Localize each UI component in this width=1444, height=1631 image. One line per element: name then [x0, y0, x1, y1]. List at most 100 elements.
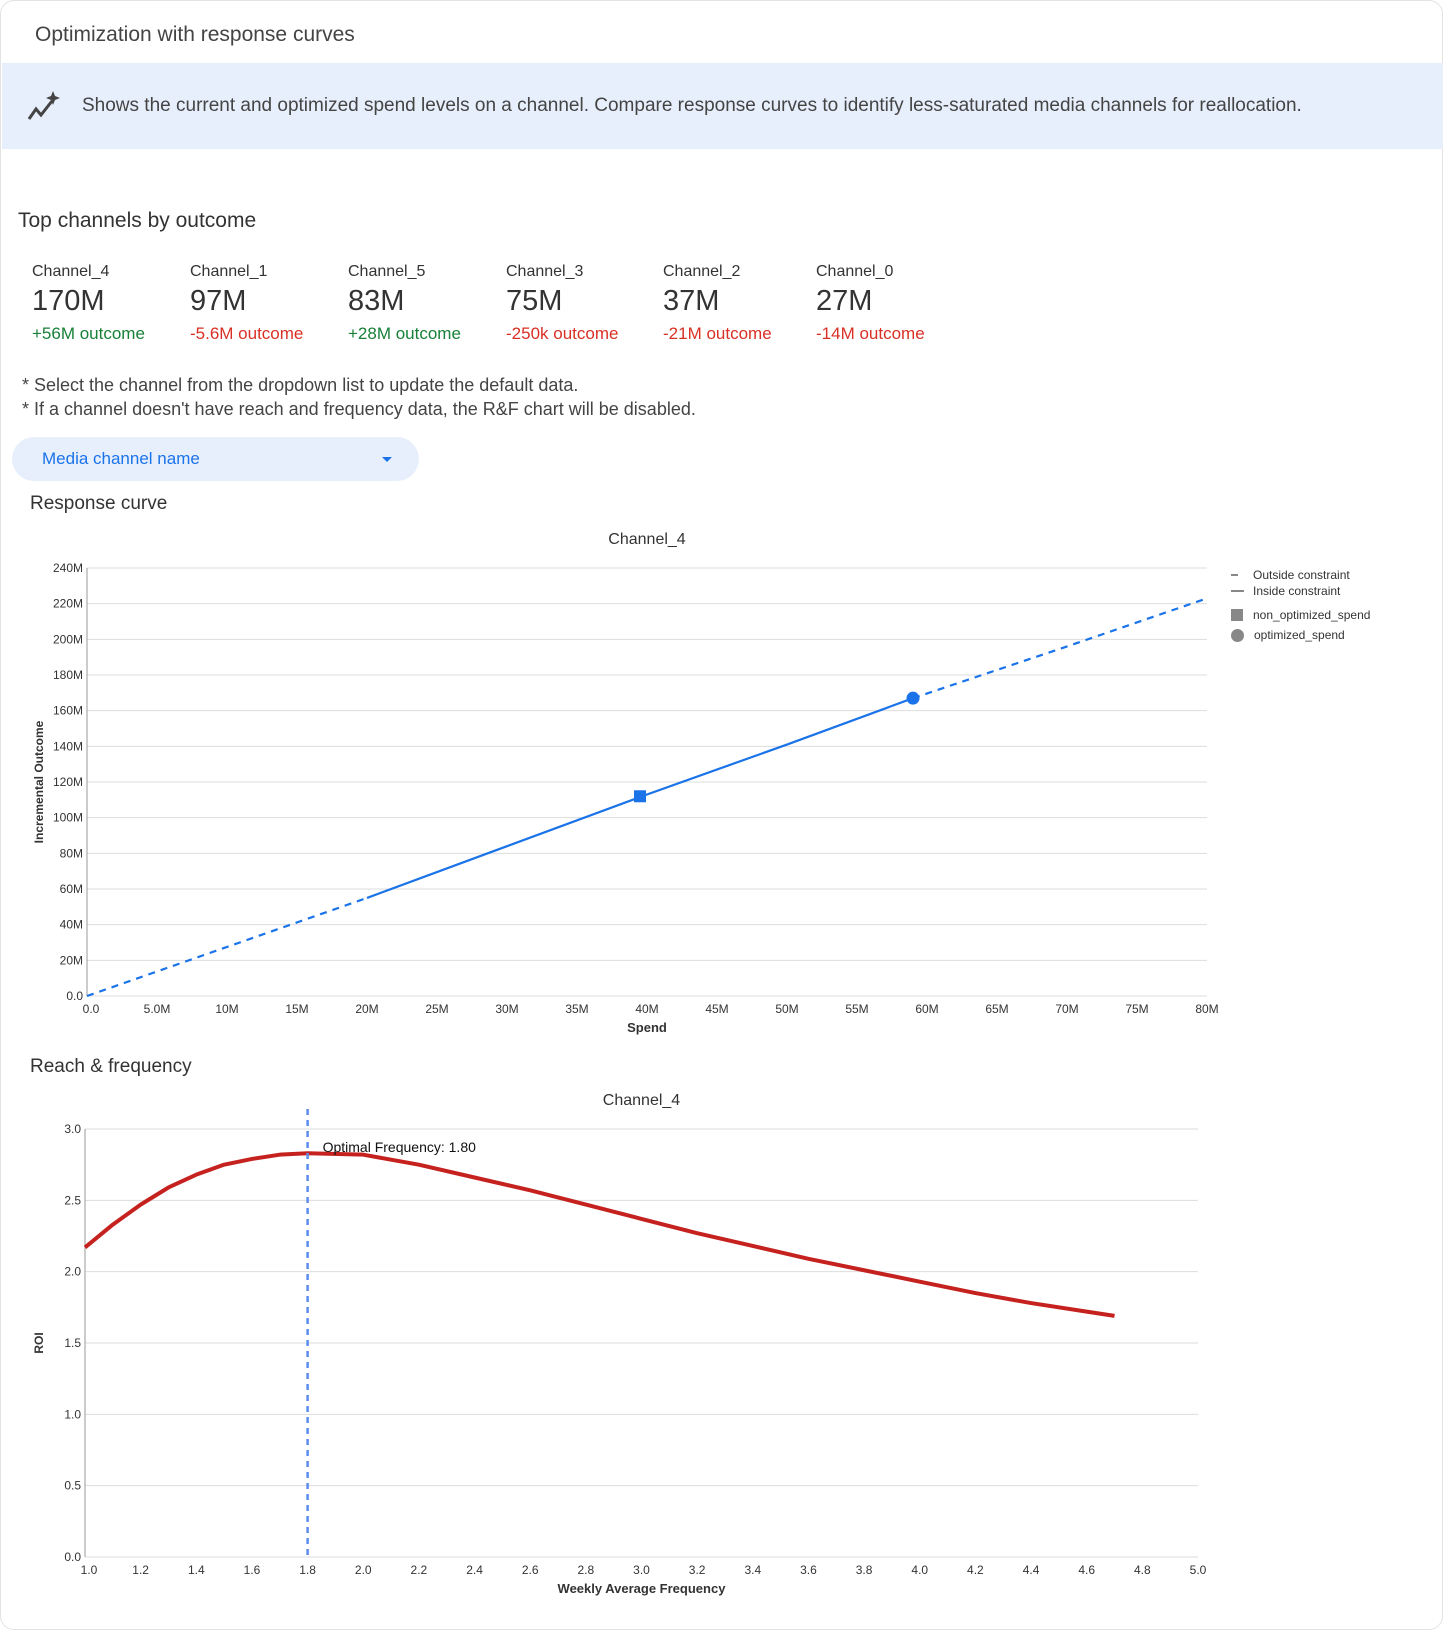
x-tick-label: 4.0 [911, 1563, 928, 1577]
channel-metric: Channel_0 27M -14M outcome [816, 263, 966, 344]
channel-value: 27M [816, 285, 873, 317]
channel-name: Channel_4 [32, 263, 110, 280]
outside-constraint-line-high [912, 597, 1208, 700]
x-tick-label: 5.0 [1190, 1563, 1207, 1577]
x-tick-label: 2.6 [522, 1563, 539, 1577]
x-tick-label: 30M [495, 1002, 518, 1016]
y-tick-label: 0.5 [64, 1479, 81, 1493]
channel-name: Channel_3 [506, 263, 584, 280]
y-tick-label: 240M [53, 561, 83, 575]
y-axis-label: ROI [32, 1332, 46, 1353]
y-tick-label: 3.0 [64, 1122, 81, 1136]
non-optimized-spend-marker [634, 790, 646, 803]
outside-constraint-line-low [86, 896, 368, 998]
reach-frequency-chart: 0.0 0.5 1.0 1.5 2.0 2.5 3.0 1.0 1.2 1.4 1.6 1.8 2.0 2… [32, 1092, 1207, 1596]
y-tick-label: 1.5 [64, 1336, 81, 1350]
y-tick-label: 80M [60, 846, 83, 860]
x-tick-label: 20M [355, 1002, 378, 1016]
chart-title: Channel_4 [608, 531, 686, 548]
x-tick-label: 60M [915, 1002, 938, 1016]
x-tick-label: 4.4 [1023, 1563, 1040, 1577]
x-tick-label: 1.6 [244, 1563, 261, 1577]
x-tick-label: 2.2 [411, 1563, 428, 1577]
x-tick-label: 1.4 [188, 1563, 205, 1577]
caret-down-icon [382, 457, 392, 462]
y-tick-label: 160M [53, 704, 83, 718]
response-curve-chart: 0.0 20M 40M 60M 80M 100M 120M 140M 160M 180M 200M 2… [32, 531, 1219, 1035]
y-tick-label: 140M [53, 739, 83, 753]
x-tick-label: 10M [215, 1002, 238, 1016]
x-tick-label: 70M [1055, 1002, 1078, 1016]
x-tick-label: 4.6 [1078, 1563, 1095, 1577]
x-tick-label: 35M [565, 1002, 588, 1016]
channel-value: 97M [190, 285, 247, 317]
x-tick-label: 0.0 [83, 1002, 100, 1016]
y-tick-label: 40M [60, 918, 83, 932]
channel-name: Channel_5 [348, 263, 426, 280]
legend-item: optimized_spend [1231, 627, 1370, 643]
x-tick-label: 55M [845, 1002, 868, 1016]
channel-delta: -14M outcome [816, 324, 925, 343]
y-tick-label: 1.0 [64, 1407, 81, 1421]
x-tick-label: 3.2 [689, 1563, 706, 1577]
x-tick-label: 65M [985, 1002, 1008, 1016]
y-tick-label: 60M [60, 882, 83, 896]
y-tick-label: 200M [53, 632, 83, 646]
x-tick-label: 1.8 [299, 1563, 316, 1577]
x-tick-label: 40M [635, 1002, 658, 1016]
x-tick-label: 1.2 [132, 1563, 149, 1577]
channel-metric: Channel_3 75M -250k outcome [506, 263, 663, 344]
x-tick-label: 45M [705, 1002, 728, 1016]
y-tick-label: 120M [53, 775, 83, 789]
x-tick-label: 4.8 [1134, 1563, 1151, 1577]
x-tick-label: 5.0M [144, 1002, 171, 1016]
note: * If a channel doesn't have reach and fr… [22, 399, 696, 419]
x-tick-label: 2.0 [355, 1563, 372, 1577]
inside-constraint-line [366, 697, 914, 899]
y-tick-label: 0.0 [64, 1550, 81, 1564]
channel-delta: -5.6M outcome [190, 324, 304, 343]
channel-delta: +28M outcome [348, 324, 461, 343]
legend-item: non_optimized_spend [1231, 607, 1370, 623]
note: * Select the channel from the dropdown l… [22, 375, 579, 395]
channel-metric: Channel_2 37M -21M outcome [663, 263, 816, 344]
x-tick-label: 3.4 [744, 1563, 761, 1577]
x-tick-label: 15M [285, 1002, 308, 1016]
dropdown-label: Media channel name [42, 449, 200, 468]
x-tick-label: 1.0 [81, 1563, 98, 1577]
banner-text: Shows the current and optimized spend le… [82, 95, 1302, 116]
optimal-frequency-annotation: Optimal Frequency: 1.80 [323, 1139, 477, 1155]
chart-title: Channel_4 [603, 1092, 681, 1109]
chart-legend: Outside constraint Inside constraint non… [1231, 567, 1370, 643]
channel-name: Channel_0 [816, 263, 894, 280]
notes: * Select the channel from the dropdown l… [22, 373, 696, 421]
channel-value: 75M [506, 285, 563, 317]
channel-name: Channel_1 [190, 263, 268, 280]
x-tick-label: 80M [1195, 1002, 1218, 1016]
channel-metric: Channel_1 97M -5.6M outcome [190, 263, 348, 344]
legend-item: Inside constraint [1231, 583, 1370, 599]
top-channels-heading: Top channels by outcome [18, 209, 257, 232]
y-tick-label: 2.0 [64, 1265, 81, 1279]
channel-delta: -21M outcome [663, 324, 772, 343]
page-title: Optimization with response curves [35, 23, 355, 46]
x-tick-label: 3.0 [633, 1563, 650, 1577]
x-tick-label: 4.2 [967, 1563, 984, 1577]
x-tick-label: 3.6 [800, 1563, 817, 1577]
y-tick-label: 2.5 [64, 1193, 81, 1207]
response-curve-heading: Response curve [30, 493, 168, 514]
y-tick-label: 100M [53, 811, 83, 825]
y-tick-label: 220M [53, 597, 83, 611]
channel-value: 83M [348, 285, 405, 317]
x-tick-label: 2.8 [578, 1563, 595, 1577]
x-tick-label: 25M [425, 1002, 448, 1016]
y-tick-label: 20M [60, 953, 83, 967]
y-tick-label: 0.0 [66, 989, 83, 1003]
metrics-row: Channel_4 170M +56M outcome Channel_1 97M -5.… [32, 263, 966, 344]
x-tick-label: 2.4 [466, 1563, 483, 1577]
channel-value: 37M [663, 285, 720, 317]
media-channel-dropdown[interactable]: Media channel name [12, 437, 419, 481]
channel-delta: -250k outcome [506, 324, 619, 343]
x-axis-label: Spend [627, 1020, 667, 1035]
